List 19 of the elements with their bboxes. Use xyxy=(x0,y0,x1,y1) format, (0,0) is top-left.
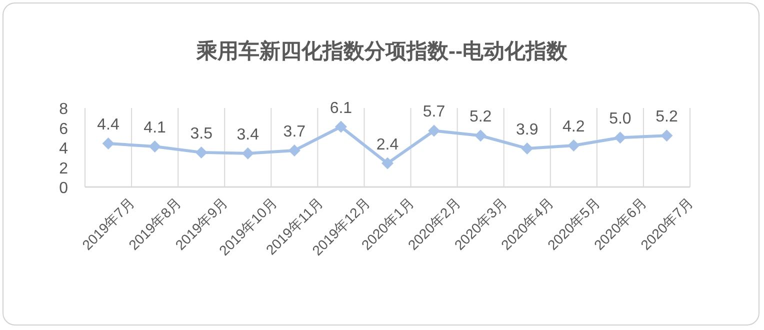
data-label: 3.4 xyxy=(236,126,260,144)
data-label: 3.9 xyxy=(516,121,538,138)
data-label: 5.7 xyxy=(422,104,446,121)
y-tick-label: 4 xyxy=(59,140,68,158)
data-label: 5.0 xyxy=(609,110,632,128)
data-label: 3.7 xyxy=(283,123,306,140)
y-tick-label: 2 xyxy=(59,160,68,178)
y-tick-label: 0 xyxy=(59,180,68,197)
data-label: 3.5 xyxy=(190,125,213,142)
y-tick-label: 6 xyxy=(59,120,68,138)
data-label: 4.4 xyxy=(97,116,120,134)
chart-title: 乘用车新四化指数分项指数--电动化指数 xyxy=(196,39,568,63)
data-label: 6.1 xyxy=(330,100,352,117)
y-tick-label: 8 xyxy=(59,101,68,118)
data-label: 2.4 xyxy=(376,136,399,154)
data-label: 5.2 xyxy=(656,108,678,126)
data-label: 4.2 xyxy=(562,118,585,136)
data-label: 5.2 xyxy=(469,108,492,126)
data-label: 4.1 xyxy=(144,120,166,137)
